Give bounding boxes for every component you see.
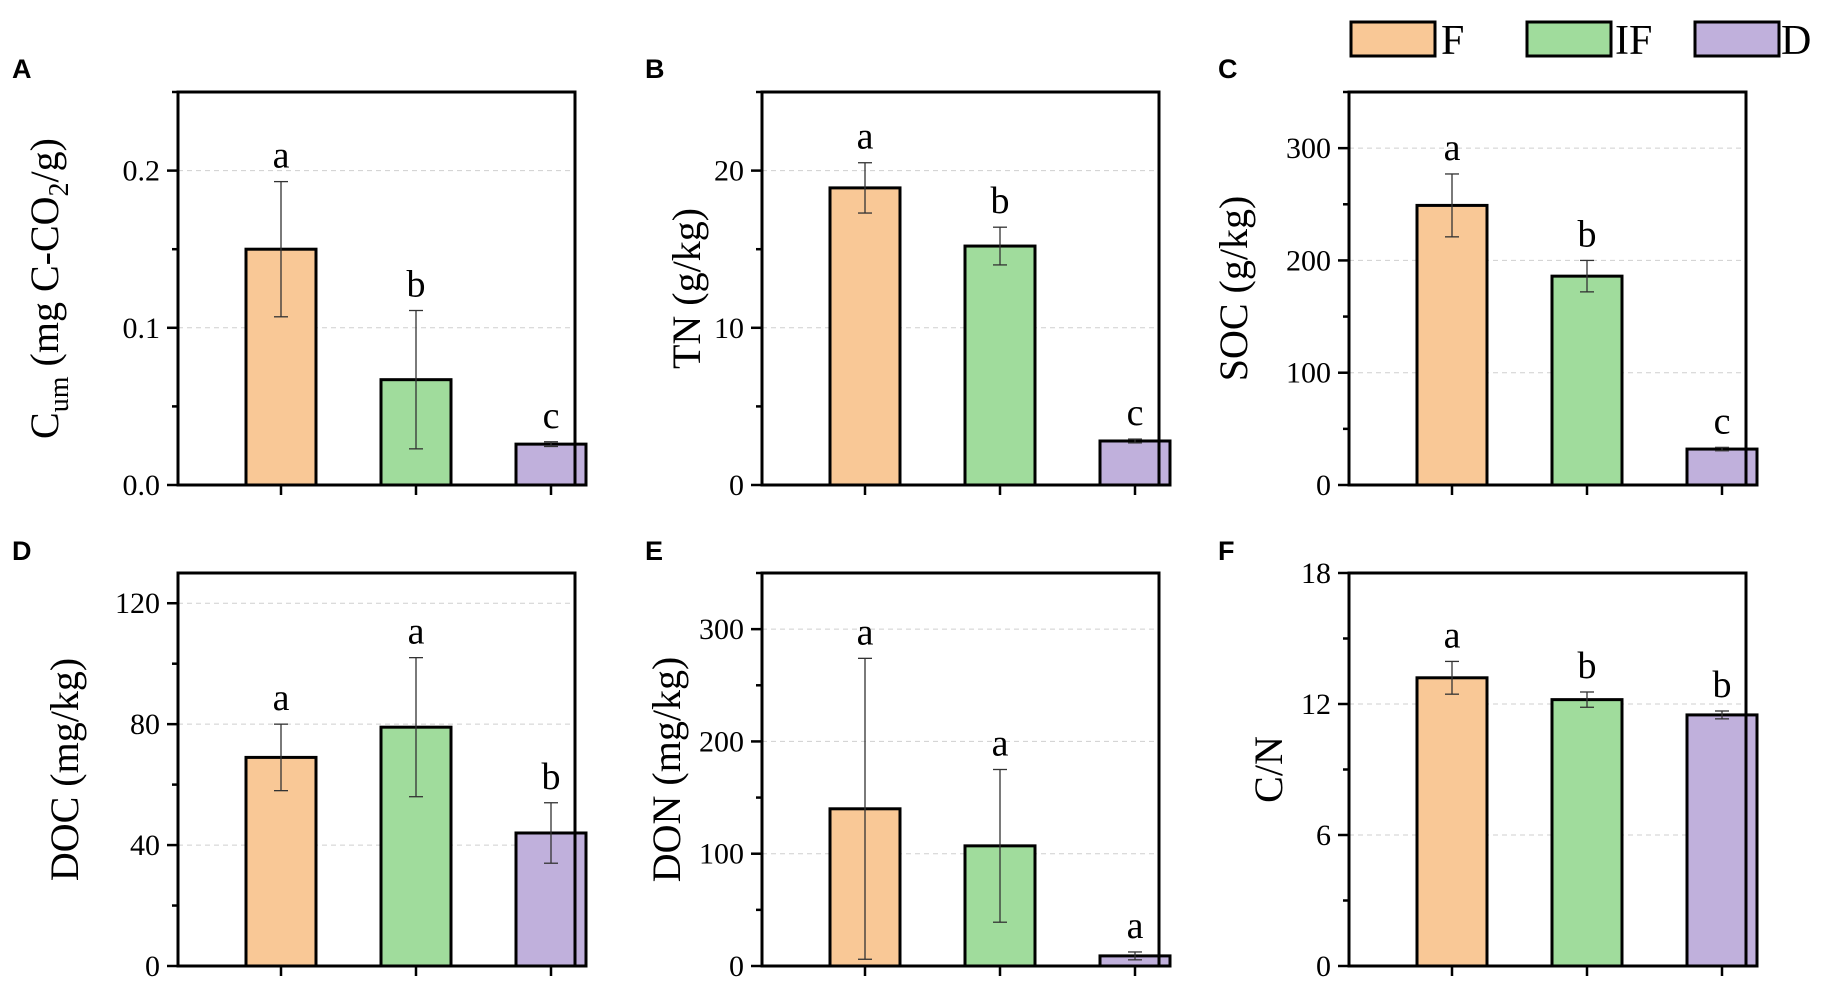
y-tick-label: 100	[1286, 357, 1331, 390]
y-axis-label: Cum (mg C-CO2/g)	[22, 138, 75, 439]
panels: Aa b c 0.0 0.1 0.2 Cum (mg C-CO2/g) Ba b c 0 10 20TN…	[12, 54, 1759, 981]
significance-letter: c	[1127, 392, 1144, 434]
y-tick-label: 300	[699, 613, 744, 646]
y-tick-label: 40	[130, 829, 160, 862]
panel-letter-d: D	[12, 536, 32, 566]
significance-letter: a	[857, 611, 874, 653]
y-tick-label: 18	[1301, 557, 1331, 590]
panel-e: Ea a a 0 100 200 300 DON (mg/kg)	[644, 536, 1172, 981]
bar-f	[1415, 676, 1489, 968]
plot-frame	[1347, 90, 1748, 487]
panel-letter-b: B	[645, 54, 665, 84]
y-tick-label: 100	[699, 838, 744, 871]
significance-letter: a	[857, 116, 874, 158]
significance-letter: a	[1444, 614, 1461, 656]
panel-c: Ca b c 0 100 200 300 SOC (g/kg)	[1211, 54, 1759, 502]
significance-letter: a	[1127, 905, 1144, 947]
y-tick-label: 0	[145, 950, 160, 981]
y-tick-label: 300	[1286, 132, 1331, 165]
y-axis-label: TN (g/kg)	[664, 208, 709, 369]
y-axis-label: DON (mg/kg)	[644, 657, 689, 883]
y-tick-label: 6	[1316, 819, 1331, 852]
bar-if	[1550, 274, 1624, 487]
significance-letter: b	[1578, 645, 1597, 687]
significance-letter: c	[543, 395, 560, 437]
y-tick-label: 0	[1316, 469, 1331, 502]
y-axis-label: C/N	[1246, 736, 1291, 803]
plot-frame	[176, 90, 577, 487]
bar-f	[244, 755, 318, 968]
y-tick-label: 80	[130, 708, 160, 741]
y-tick-label: 200	[1286, 244, 1331, 277]
significance-letter: a	[1444, 127, 1461, 169]
y-axis-label: DOC (mg/kg)	[42, 658, 87, 881]
panel-letter-f: F	[1218, 536, 1235, 566]
y-tick-label: 200	[699, 725, 744, 758]
y-tick-label: 0.2	[123, 155, 161, 188]
significance-letter: c	[1714, 400, 1731, 442]
significance-letter: b	[1713, 664, 1732, 706]
legend-swatch-f	[1349, 20, 1437, 58]
panel-d: Da a b 0 40 80 120 DOC (mg/kg)	[12, 536, 588, 981]
significance-letter: a	[992, 723, 1009, 765]
significance-letter: a	[408, 611, 425, 653]
y-tick-label: 20	[714, 155, 744, 188]
panel-a: Aa b c 0.0 0.1 0.2 Cum (mg C-CO2/g)	[12, 54, 588, 502]
legend-label-d: D	[1781, 18, 1811, 64]
plot-frame	[760, 90, 1161, 487]
bar-f	[828, 186, 902, 487]
y-tick-label: 0.0	[123, 469, 161, 502]
significance-letter: b	[991, 180, 1010, 222]
significance-letter: a	[273, 677, 290, 719]
bar-if	[379, 725, 453, 968]
significance-letter: b	[407, 264, 426, 306]
bar-if	[1550, 698, 1624, 968]
legend: F IF D	[1349, 18, 1811, 64]
y-axis-label: SOC (g/kg)	[1211, 196, 1256, 382]
bar-if	[963, 244, 1037, 487]
panel-letter-e: E	[645, 536, 663, 566]
panel-f: Fa b b 0 6 12 18 C/N	[1218, 536, 1759, 981]
y-tick-label: 10	[714, 312, 744, 345]
legend-swatch-if	[1525, 20, 1613, 58]
legend-label-if: IF	[1615, 18, 1652, 64]
legend-swatch-d	[1693, 20, 1781, 58]
y-tick-label: 0	[729, 469, 744, 502]
significance-letter: b	[1578, 213, 1597, 255]
y-tick-label: 0	[729, 950, 744, 981]
plot-frame	[176, 571, 577, 968]
y-tick-label: 0.1	[123, 312, 161, 345]
y-tick-label: 0	[1316, 950, 1331, 981]
significance-letter: b	[542, 756, 561, 798]
plot-frame	[760, 571, 1161, 968]
panel-letter-c: C	[1218, 54, 1238, 84]
panel-letter-a: A	[12, 54, 32, 84]
bar-f	[1415, 203, 1489, 487]
y-tick-label: 120	[115, 587, 160, 620]
y-tick-label: 12	[1301, 688, 1331, 721]
legend-label-f: F	[1441, 18, 1464, 64]
significance-letter: a	[273, 135, 290, 177]
